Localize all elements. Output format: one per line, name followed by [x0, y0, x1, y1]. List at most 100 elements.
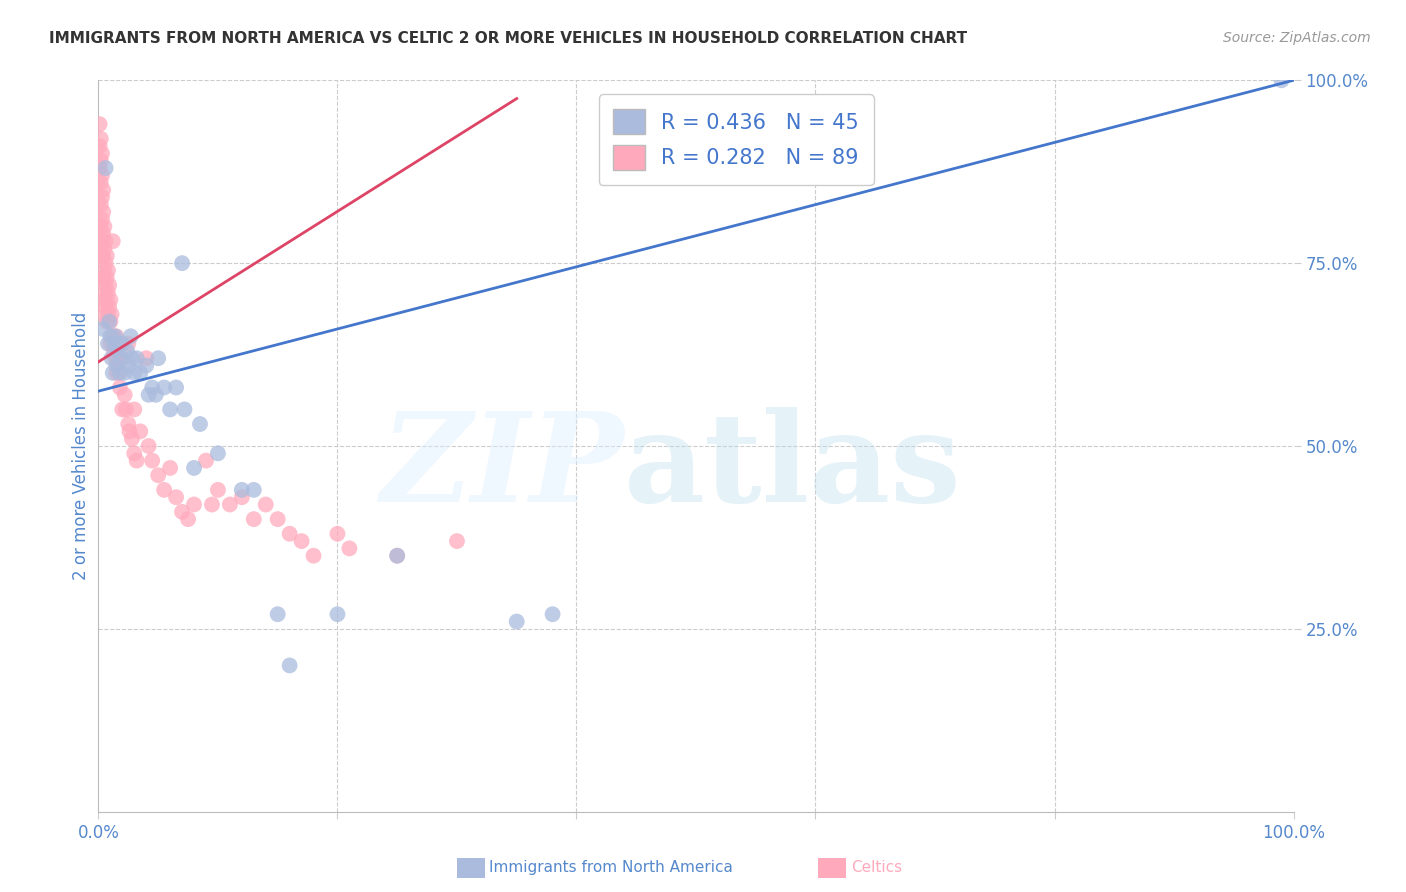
Point — [90, 176, 112, 190]
Point — [114, 388, 136, 402]
Point — [104, 329, 127, 343]
Point — [219, 498, 242, 512]
Point — [231, 483, 253, 497]
Point — [96, 315, 118, 329]
Point — [94, 234, 117, 248]
Point — [326, 526, 349, 541]
Point — [97, 336, 120, 351]
Point — [105, 329, 128, 343]
Point — [183, 498, 205, 512]
Point — [1271, 73, 1294, 87]
Point — [145, 388, 167, 402]
Point — [91, 293, 114, 307]
Point — [91, 183, 114, 197]
Point — [107, 336, 129, 351]
Point — [107, 366, 129, 380]
Point — [135, 351, 157, 366]
Point — [339, 541, 361, 556]
Point — [91, 270, 114, 285]
Point — [254, 498, 277, 512]
Point — [91, 270, 114, 285]
Point — [172, 256, 194, 270]
Point — [103, 343, 125, 358]
Point — [165, 380, 187, 394]
Point — [385, 549, 409, 563]
Point — [541, 607, 564, 622]
Point — [207, 483, 229, 497]
Point — [108, 380, 131, 394]
Point — [91, 249, 114, 263]
Point — [207, 446, 229, 460]
Legend: R = 0.436   N = 45, R = 0.282   N = 89: R = 0.436 N = 45, R = 0.282 N = 89 — [599, 95, 873, 185]
Point — [90, 197, 112, 211]
Point — [326, 607, 349, 622]
Point — [96, 249, 118, 263]
Point — [91, 146, 114, 161]
Point — [125, 351, 148, 366]
Point — [188, 417, 211, 431]
Point — [94, 278, 117, 293]
Point — [100, 351, 122, 366]
Point — [117, 417, 139, 431]
Point — [101, 329, 124, 343]
Point — [195, 453, 218, 467]
Point — [183, 461, 205, 475]
Point — [231, 490, 253, 504]
Point — [90, 132, 112, 146]
Point — [96, 270, 118, 285]
Point — [97, 307, 120, 321]
Point — [96, 293, 118, 307]
Point — [115, 402, 138, 417]
Point — [98, 315, 121, 329]
Point — [124, 402, 146, 417]
Point — [98, 329, 122, 343]
Point — [98, 293, 122, 307]
Point — [93, 219, 115, 234]
Point — [114, 366, 136, 380]
Point — [103, 336, 125, 351]
Point — [243, 512, 266, 526]
Point — [118, 425, 141, 439]
Point — [107, 343, 129, 358]
Point — [91, 212, 114, 227]
Point — [153, 380, 176, 394]
Point — [104, 351, 127, 366]
Point — [267, 512, 290, 526]
Point — [89, 117, 111, 131]
Text: atlas: atlas — [624, 408, 962, 528]
Point — [117, 359, 139, 373]
Point — [108, 366, 131, 380]
Point — [302, 549, 325, 563]
Point — [89, 161, 111, 175]
Point — [98, 278, 121, 293]
Point — [107, 351, 129, 366]
Point — [201, 498, 224, 512]
Point — [124, 446, 146, 460]
Point — [129, 425, 152, 439]
Point — [93, 285, 115, 300]
Point — [385, 549, 409, 563]
Point — [111, 402, 134, 417]
Point — [89, 139, 111, 153]
Point — [159, 402, 181, 417]
Point — [97, 285, 120, 300]
Point — [98, 315, 122, 329]
Point — [105, 366, 128, 380]
Point — [267, 607, 290, 622]
Point — [135, 359, 157, 373]
Point — [93, 307, 115, 321]
Point — [93, 242, 115, 256]
Point — [153, 483, 176, 497]
Point — [125, 453, 148, 467]
Point — [111, 336, 134, 351]
Point — [98, 336, 122, 351]
Point — [129, 366, 152, 380]
Point — [446, 534, 468, 549]
Point — [94, 161, 117, 175]
Point — [98, 300, 121, 314]
Point — [117, 336, 139, 351]
Point — [148, 351, 170, 366]
Point — [101, 366, 124, 380]
Point — [291, 534, 314, 549]
Point — [105, 359, 128, 373]
